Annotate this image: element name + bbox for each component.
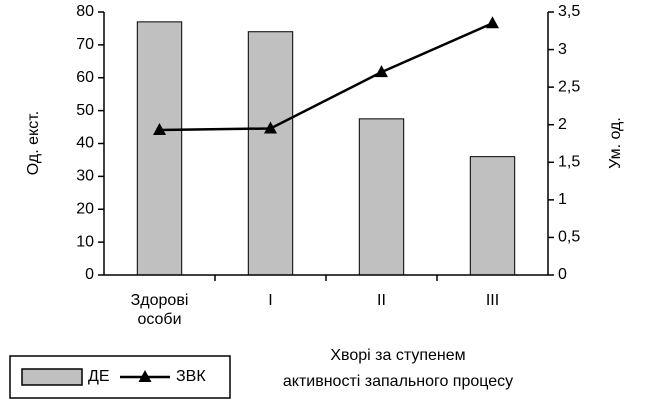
y2-tick-label: 3,5 — [558, 3, 580, 20]
bar — [469, 156, 516, 276]
y2-tick-label: 1,5 — [558, 154, 580, 171]
bar — [136, 21, 183, 276]
x-tick-label: Здорові особи — [130, 292, 189, 328]
bar — [358, 118, 405, 276]
x-tick-label: II — [377, 292, 386, 309]
bar — [247, 31, 294, 276]
legend-swatch — [21, 368, 83, 386]
legend-marker — [138, 370, 152, 382]
y2-tick-label: 0,5 — [558, 229, 580, 246]
y-tick-label: 70 — [76, 36, 94, 53]
y2-tick-label: 3 — [558, 41, 567, 58]
line-marker — [375, 65, 388, 78]
x-tick-label-box: III — [485, 292, 500, 309]
y-tick-label: 10 — [76, 233, 94, 250]
x-axis-label: активності запального процесу — [283, 373, 513, 390]
line-marker — [486, 16, 499, 29]
y2-tick-label: 0 — [558, 266, 567, 283]
legend-box — [9, 355, 231, 399]
y-tick-label: 40 — [76, 135, 94, 152]
x-tick-label-box: II — [377, 292, 386, 309]
y-tick-label: 20 — [76, 200, 94, 217]
x-tick-label-box: I — [268, 292, 273, 309]
y2-tick-label: 2,5 — [558, 78, 580, 95]
y-axis-label: Од. екст. — [25, 111, 42, 175]
y-tick-label: 60 — [76, 69, 94, 86]
x-axis-label: Хворі за ступенем — [330, 347, 465, 364]
y-tick-label: 80 — [76, 3, 94, 20]
legend-label: ДЕ — [88, 368, 110, 385]
line — [159, 22, 494, 132]
y-tick-label: 30 — [76, 168, 94, 185]
x-tick-label: III — [485, 292, 500, 309]
y-tick-label: 50 — [76, 102, 94, 119]
line-marker — [264, 121, 277, 134]
y2-axis-label: Ум. од. — [607, 117, 624, 169]
y-tick-label: 0 — [85, 266, 94, 283]
y2-tick-label: 2 — [558, 116, 567, 133]
line-marker — [153, 122, 166, 135]
y2-tick-label: 1 — [558, 191, 567, 208]
x-tick-label: I — [268, 292, 273, 309]
x-tick-label-box: Здорові особи — [130, 292, 189, 328]
legend-label: ЗВК — [176, 368, 206, 385]
